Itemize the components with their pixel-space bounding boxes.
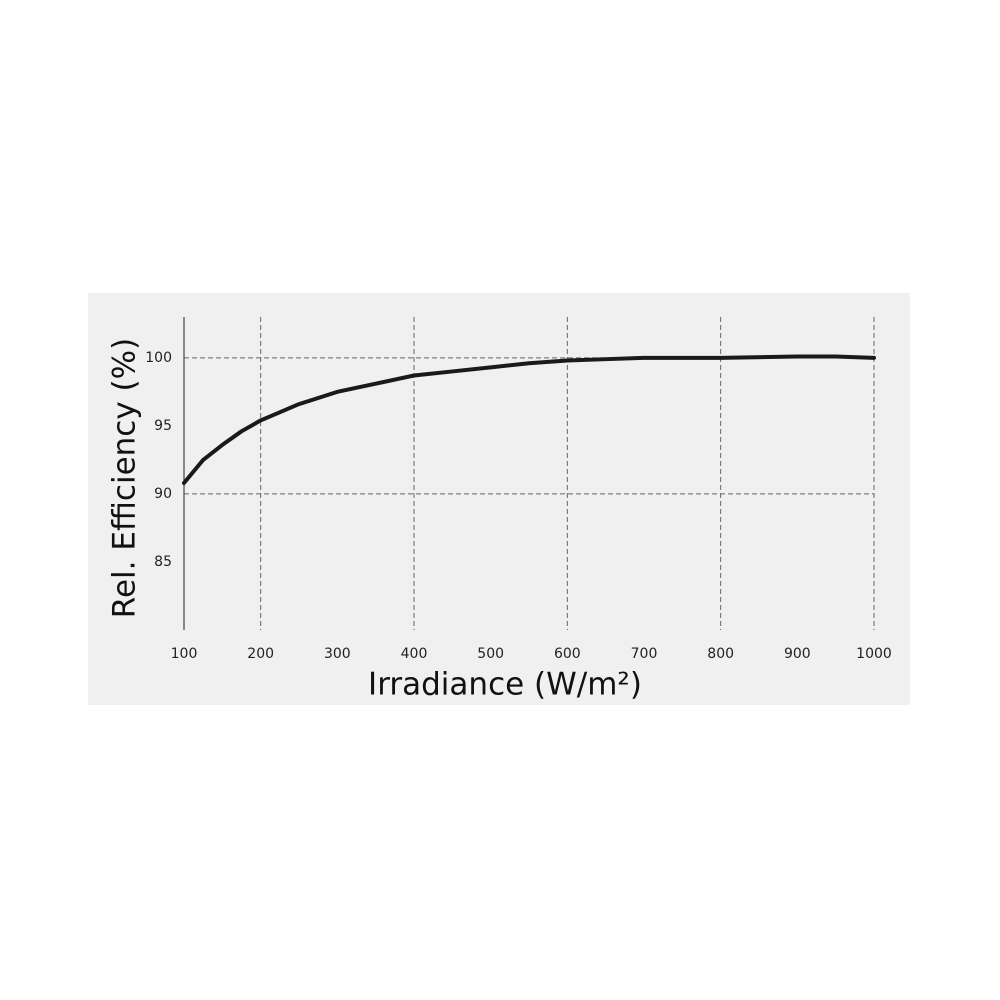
x-tick-label: 100 (171, 646, 198, 662)
x-tick-label: 200 (247, 646, 274, 662)
y-axis-title: Rel. Efficiency (%) (107, 338, 143, 618)
x-tick-label: 700 (631, 646, 658, 662)
y-tick-label: 95 (154, 418, 172, 434)
x-tick-label: 800 (707, 646, 734, 662)
panel (88, 293, 910, 705)
x-tick-label: 900 (784, 646, 811, 662)
x-tick-label: 500 (477, 646, 504, 662)
y-tick-label: 85 (154, 554, 172, 570)
x-tick-label: 400 (401, 646, 428, 662)
x-tick-label: 1000 (856, 646, 892, 662)
line-series (182, 354, 876, 486)
y-tick-label: 90 (154, 486, 172, 502)
x-tick-label: 300 (324, 646, 351, 662)
x-axis-title: Irradiance (W/m²) (368, 667, 642, 703)
x-tick-label: 600 (554, 646, 581, 662)
y-tick-label: 100 (145, 350, 172, 366)
